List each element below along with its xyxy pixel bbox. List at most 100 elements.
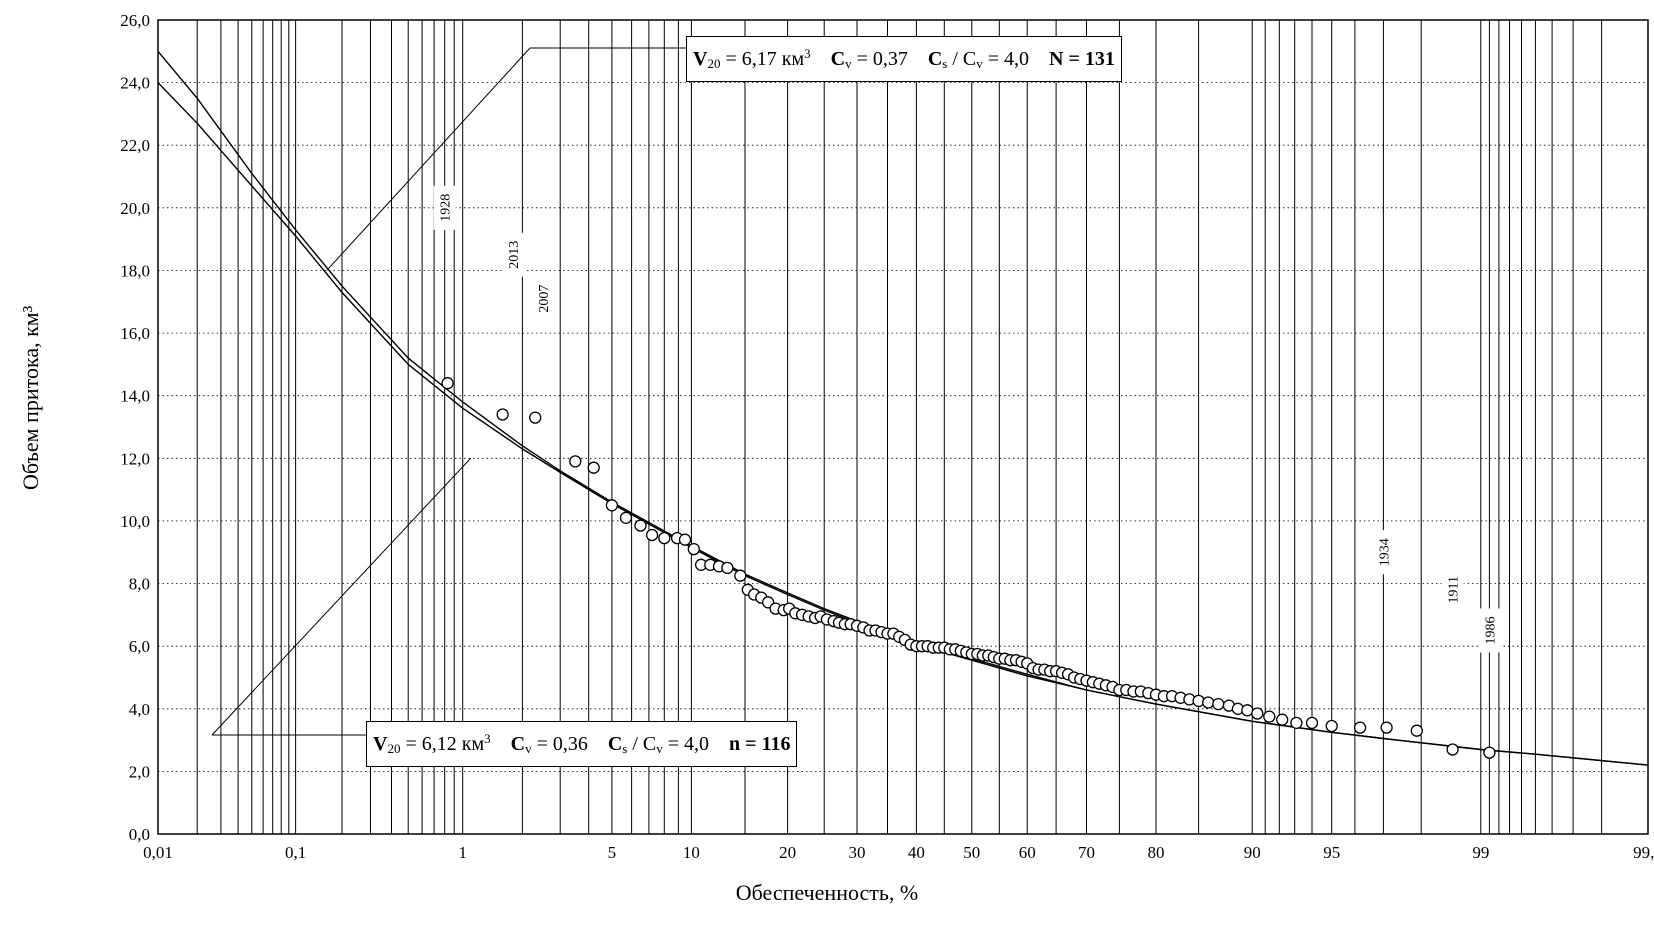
x-axis-label: Обеспеченность, % [735,880,919,905]
data-point [721,561,734,575]
y-tick-label: 8,0 [129,575,150,594]
cv-value: = 0,37 [856,48,908,70]
x-tick-label: 5 [608,843,617,862]
y-tick-label: 20,0 [120,199,150,218]
data-point [734,569,747,582]
cs-subscript: s [942,56,948,71]
cs-symbol: C [927,48,943,70]
leader-line-top [326,47,531,271]
v-unit-sup: 3 [484,731,491,746]
x-tick-label: 90 [1244,843,1261,862]
year-label-bg [531,276,554,321]
cv-subscript: v [845,56,852,71]
data-point [605,499,619,512]
data-points [441,377,1496,759]
data-point [1410,724,1423,737]
year-label: 1928 [433,185,456,230]
v-symbol: V [373,733,388,755]
x-tick-label: 70 [1078,843,1095,862]
sample-size: N = 131 [1049,48,1115,70]
data-point [529,411,542,424]
frequency-curve [157,82,1649,766]
annotation-top: V20 = 6,17 км3 Cv = 0,37 Cs / Cv = 4,0 N… [686,36,1122,82]
year-label: 2013 [501,232,524,277]
cv-value: = 0,36 [536,733,588,755]
data-point [1212,697,1225,711]
y-tick-label: 16,0 [120,324,150,343]
data-point [1202,696,1215,709]
data-point [1325,719,1338,733]
year-label-text: 1928 [439,194,454,222]
frequency-curve [157,50,1649,766]
y-tick-label: 4,0 [129,700,150,719]
year-label: 1986 [1478,608,1501,653]
data-point [1263,710,1276,723]
data-point [1276,713,1289,726]
data-point [1241,704,1254,717]
grid-lines [157,19,1649,835]
data-point [645,528,659,542]
cs-divider: / C [632,733,657,755]
y-tick-label: 12,0 [120,449,150,468]
y-tick-label: 2,0 [129,762,150,781]
cs-subscript: s [622,741,628,756]
year-label-text: 1934 [1377,538,1392,566]
data-point [678,533,692,546]
y-tick-label: 24,0 [120,74,150,93]
data-point [1305,716,1319,730]
data-point [687,542,700,556]
y-tick-label: 10,0 [120,512,150,531]
data-point [1290,716,1303,730]
data-point [587,461,600,474]
cs-symbol: C [607,733,623,755]
data-point [1251,707,1264,720]
v-value: = 6,12 км [405,733,485,755]
year-labels: 1928 2013 2007 1934 1911 1986 [433,185,1501,653]
year-label: 2007 [531,276,554,321]
year-label-bg [501,232,524,277]
x-tick-label: 20 [779,843,796,862]
plot-frame [157,19,1649,835]
axis-ticks: 0,0 2,0 4,0 6,0 8,0 10,0 12,0 14,0 16,0 18,0 20,0 2… [120,11,1654,862]
v-value: = 6,17 км [725,48,805,70]
x-tick-label: 0,1 [285,843,306,862]
x-tick-label: 99,9 [1633,843,1654,862]
x-tick-label: 0,01 [143,843,173,862]
curves [157,47,1649,766]
data-point [658,531,671,545]
year-label-bg [433,185,456,230]
x-tick-label: 10 [683,843,700,862]
x-tick-label: 50 [963,843,980,862]
v-subscript: 20 [387,741,401,756]
v-subscript: 20 [707,56,721,71]
year-label-bg [1372,530,1395,575]
data-point [569,455,582,468]
ratio-value: = 4,0 [987,48,1030,70]
data-point [441,377,454,390]
cv-symbol: C [830,48,846,70]
year-label-bg [1478,608,1501,653]
year-label-text: 1986 [1483,617,1498,645]
x-tick-label: 99 [1472,843,1489,862]
year-label: 1911 [1441,567,1464,612]
cs-divider-sub: v [976,56,983,71]
y-tick-label: 26,0 [120,11,150,30]
annotation-bottom: V20 = 6,12 км3 Cv = 0,36 Cs / Cv = 4,0 n… [366,721,798,767]
year-label: 1934 [1372,530,1395,575]
year-label-text: 2007 [537,285,552,313]
year-label-bg [1441,567,1464,612]
cs-divider: / C [952,48,977,70]
cv-subscript: v [525,741,532,756]
y-tick-label: 22,0 [120,136,150,155]
sample-size: n = 116 [729,733,791,755]
data-point [1380,721,1393,734]
leader-line-bottom [211,457,471,736]
data-point [1353,721,1367,734]
y-tick-label: 6,0 [129,637,150,656]
x-tick-label: 80 [1147,843,1164,862]
y-tick-label: 14,0 [120,387,150,406]
cs-divider-sub: v [656,741,663,756]
x-tick-label: 30 [849,843,866,862]
y-tick-label: 0,0 [129,825,150,844]
